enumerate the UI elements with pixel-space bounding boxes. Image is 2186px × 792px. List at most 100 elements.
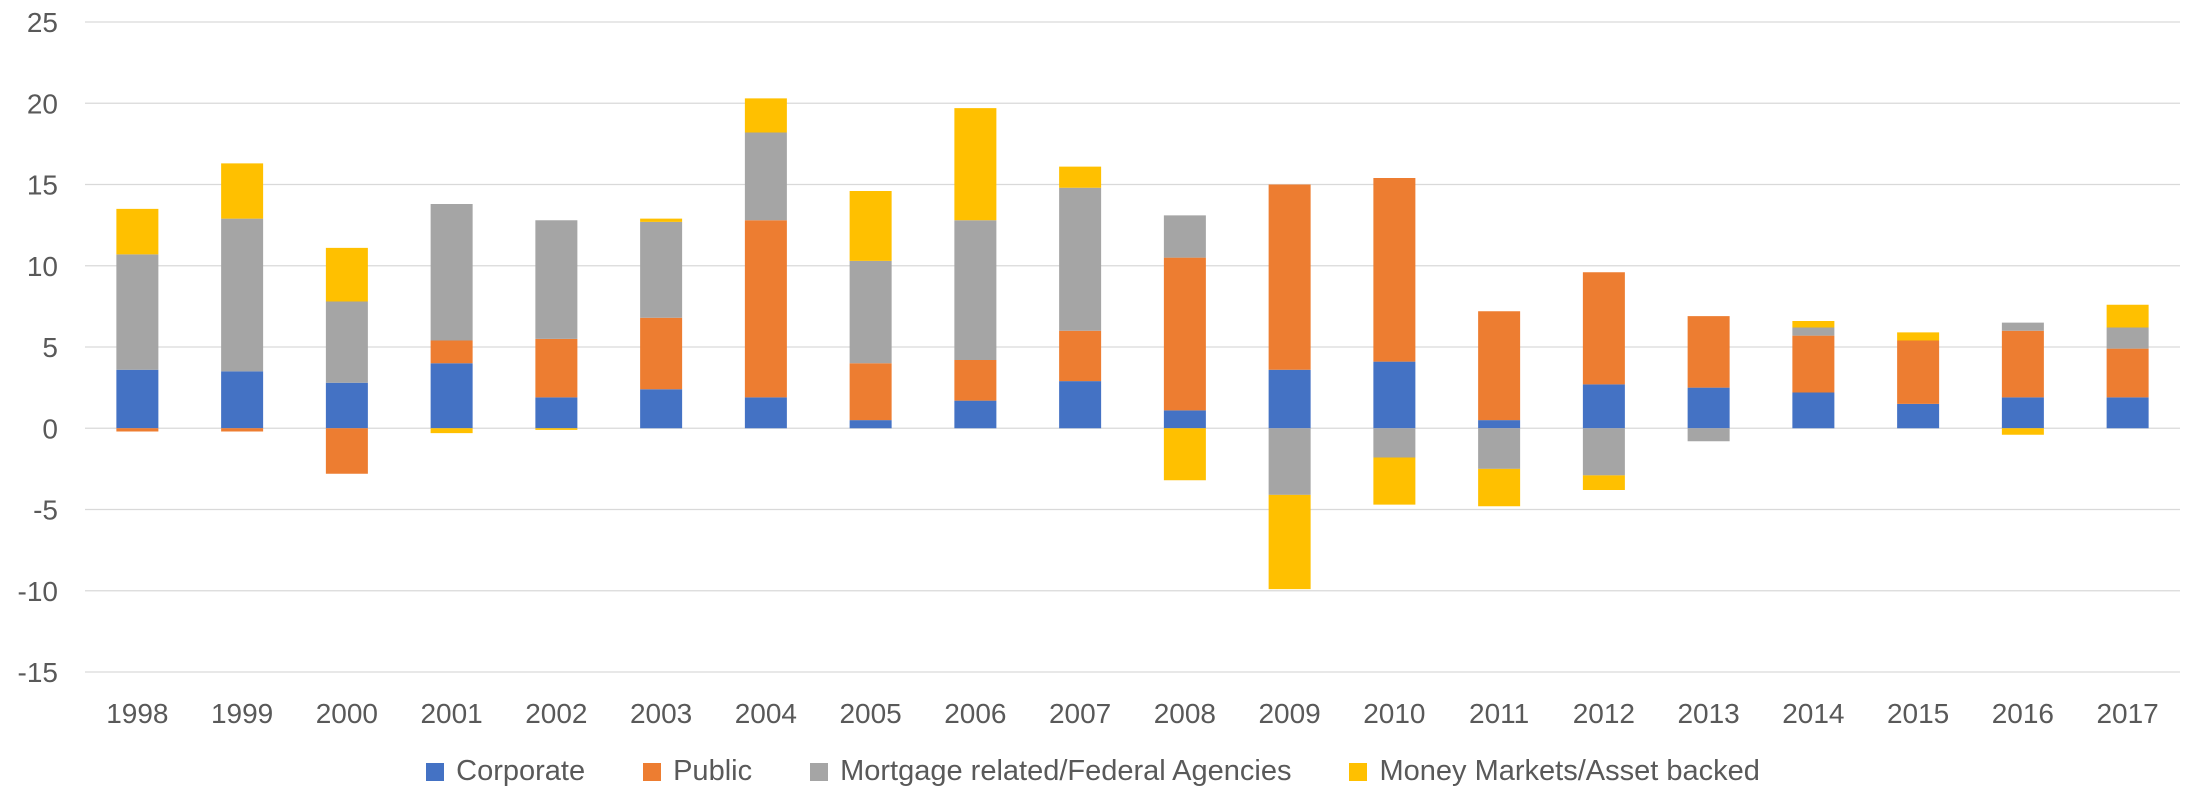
bars bbox=[116, 98, 2149, 590]
y-tick-label: 10 bbox=[27, 251, 58, 282]
y-tick-label: 25 bbox=[27, 7, 58, 38]
x-axis-tick-labels: 1998 1999 2000 2001 2002 2003 2004 2005 2006 2007… bbox=[106, 698, 2159, 729]
bar-segment-corporate-2016 bbox=[2001, 397, 2044, 429]
x-tick-label: 2005 bbox=[839, 698, 901, 729]
x-tick-label: 2012 bbox=[1573, 698, 1635, 729]
bar-segment-public-2016 bbox=[2001, 330, 2044, 398]
y-tick-label: -10 bbox=[18, 576, 58, 607]
legend-label: Money Markets/Asset backed bbox=[1379, 755, 1760, 787]
bar-segment-money-markets-asset-backed-1999 bbox=[221, 163, 264, 219]
legend: Corporate Public Mortgage related/Federal … bbox=[0, 755, 2186, 788]
bar-segment-corporate-1999 bbox=[221, 371, 264, 429]
x-tick-label: 2003 bbox=[630, 698, 692, 729]
bar-segment-public-2001 bbox=[430, 340, 473, 364]
bar-segment-public-2013 bbox=[1687, 316, 1730, 388]
bar-segment-corporate-2004 bbox=[744, 397, 787, 429]
bar-segment-money-markets-asset-backed-2011 bbox=[1478, 468, 1521, 507]
y-tick-label: -15 bbox=[18, 657, 58, 688]
bar-segment-money-markets-asset-backed-2016 bbox=[2001, 428, 2044, 435]
bar-segment-mortgage-related-federal-agencies-2002 bbox=[535, 220, 578, 339]
bar-segment-public-2002 bbox=[535, 338, 578, 398]
legend-item: Money Markets/Asset backed bbox=[1349, 755, 1760, 788]
y-tick-label: -5 bbox=[33, 495, 58, 526]
x-tick-label: 1999 bbox=[211, 698, 273, 729]
bar-segment-mortgage-related-federal-agencies-2012 bbox=[1582, 428, 1625, 476]
x-tick-label: 2000 bbox=[316, 698, 378, 729]
bar-segment-mortgage-related-federal-agencies-2003 bbox=[640, 221, 683, 318]
bar-segment-money-markets-asset-backed-2008 bbox=[1163, 428, 1206, 481]
bar-segment-corporate-1998 bbox=[116, 369, 159, 429]
bar-segment-public-2008 bbox=[1163, 257, 1206, 411]
bar-segment-money-markets-asset-backed-2004 bbox=[744, 98, 787, 133]
bar-segment-corporate-2003 bbox=[640, 389, 683, 429]
bar-segment-corporate-2002 bbox=[535, 397, 578, 429]
bar-segment-money-markets-asset-backed-2000 bbox=[325, 247, 368, 302]
bar-segment-corporate-2013 bbox=[1687, 387, 1730, 429]
y-axis-tick-labels: 25 20 15 10 5 0 -5 -10 -15 bbox=[18, 7, 58, 688]
bar-segment-corporate-2005 bbox=[849, 420, 892, 429]
bar-segment-public-2000 bbox=[325, 428, 368, 474]
bar-segment-public-2012 bbox=[1582, 272, 1625, 385]
x-tick-label: 2015 bbox=[1887, 698, 1949, 729]
bar-segment-corporate-2015 bbox=[1897, 403, 1940, 429]
bar-segment-money-markets-asset-backed-2014 bbox=[1792, 321, 1835, 328]
x-tick-label: 2010 bbox=[1363, 698, 1425, 729]
bar-segment-mortgage-related-federal-agencies-2014 bbox=[1792, 327, 1835, 336]
bar-segment-corporate-2010 bbox=[1373, 361, 1416, 429]
bar-segment-public-2006 bbox=[954, 360, 997, 401]
bar-segment-mortgage-related-federal-agencies-2009 bbox=[1268, 428, 1311, 495]
bar-segment-mortgage-related-federal-agencies-2010 bbox=[1373, 428, 1416, 458]
bar-segment-public-2004 bbox=[744, 220, 787, 398]
bar-segment-corporate-2011 bbox=[1478, 420, 1521, 429]
x-tick-label: 2011 bbox=[1469, 698, 1529, 729]
bar-segment-mortgage-related-federal-agencies-2005 bbox=[849, 260, 892, 364]
bar-segment-public-2009 bbox=[1268, 184, 1311, 370]
y-tick-label: 5 bbox=[42, 332, 58, 363]
bar-segment-mortgage-related-federal-agencies-2013 bbox=[1687, 428, 1730, 442]
bar-segment-mortgage-related-federal-agencies-2008 bbox=[1163, 215, 1206, 258]
x-tick-label: 2009 bbox=[1258, 698, 1320, 729]
y-tick-label: 15 bbox=[27, 170, 58, 201]
bar-segment-money-markets-asset-backed-2005 bbox=[849, 191, 892, 261]
bar-segment-public-1998 bbox=[116, 428, 159, 432]
x-tick-label: 2007 bbox=[1049, 698, 1111, 729]
x-tick-label: 2006 bbox=[944, 698, 1006, 729]
bar-segment-money-markets-asset-backed-2006 bbox=[954, 108, 997, 221]
bar-segment-money-markets-asset-backed-2007 bbox=[1059, 166, 1102, 188]
bar-segment-corporate-2000 bbox=[325, 382, 368, 429]
bar-segment-corporate-2008 bbox=[1163, 410, 1206, 429]
legend-swatch bbox=[643, 762, 662, 781]
legend-item: Corporate bbox=[426, 755, 585, 788]
x-tick-label: 2016 bbox=[1992, 698, 2054, 729]
legend-swatch bbox=[426, 762, 445, 781]
bar-segment-corporate-2017 bbox=[2106, 397, 2149, 429]
x-tick-label: 2013 bbox=[1677, 698, 1739, 729]
bar-segment-money-markets-asset-backed-2010 bbox=[1373, 457, 1416, 505]
legend-label: Corporate bbox=[456, 755, 586, 787]
bar-segment-money-markets-asset-backed-2002 bbox=[535, 428, 578, 430]
legend-swatch bbox=[810, 762, 829, 781]
bar-segment-mortgage-related-federal-agencies-1998 bbox=[116, 254, 159, 370]
bar-segment-money-markets-asset-backed-2003 bbox=[640, 218, 683, 222]
legend-label: Public bbox=[673, 755, 753, 787]
bar-segment-corporate-2006 bbox=[954, 400, 997, 429]
legend-item: Mortgage related/Federal Agencies bbox=[810, 755, 1291, 788]
bar-segment-corporate-2014 bbox=[1792, 392, 1835, 429]
bar-segment-mortgage-related-federal-agencies-2000 bbox=[325, 301, 368, 383]
bar-segment-public-2007 bbox=[1059, 330, 1102, 382]
legend-item: Public bbox=[643, 755, 752, 788]
bar-segment-corporate-2009 bbox=[1268, 369, 1311, 429]
bar-segment-money-markets-asset-backed-2001 bbox=[430, 428, 473, 434]
bar-segment-public-2003 bbox=[640, 317, 683, 390]
bar-segment-corporate-2007 bbox=[1059, 381, 1102, 429]
bar-segment-mortgage-related-federal-agencies-2017 bbox=[2106, 327, 2149, 349]
x-tick-label: 2014 bbox=[1782, 698, 1844, 729]
x-tick-label: 1998 bbox=[106, 698, 168, 729]
bar-segment-public-2014 bbox=[1792, 335, 1835, 393]
bar-segment-corporate-2012 bbox=[1582, 384, 1625, 429]
bar-segment-mortgage-related-federal-agencies-2011 bbox=[1478, 428, 1521, 469]
bar-segment-mortgage-related-federal-agencies-2006 bbox=[954, 220, 997, 360]
bar-segment-corporate-2001 bbox=[430, 363, 473, 429]
